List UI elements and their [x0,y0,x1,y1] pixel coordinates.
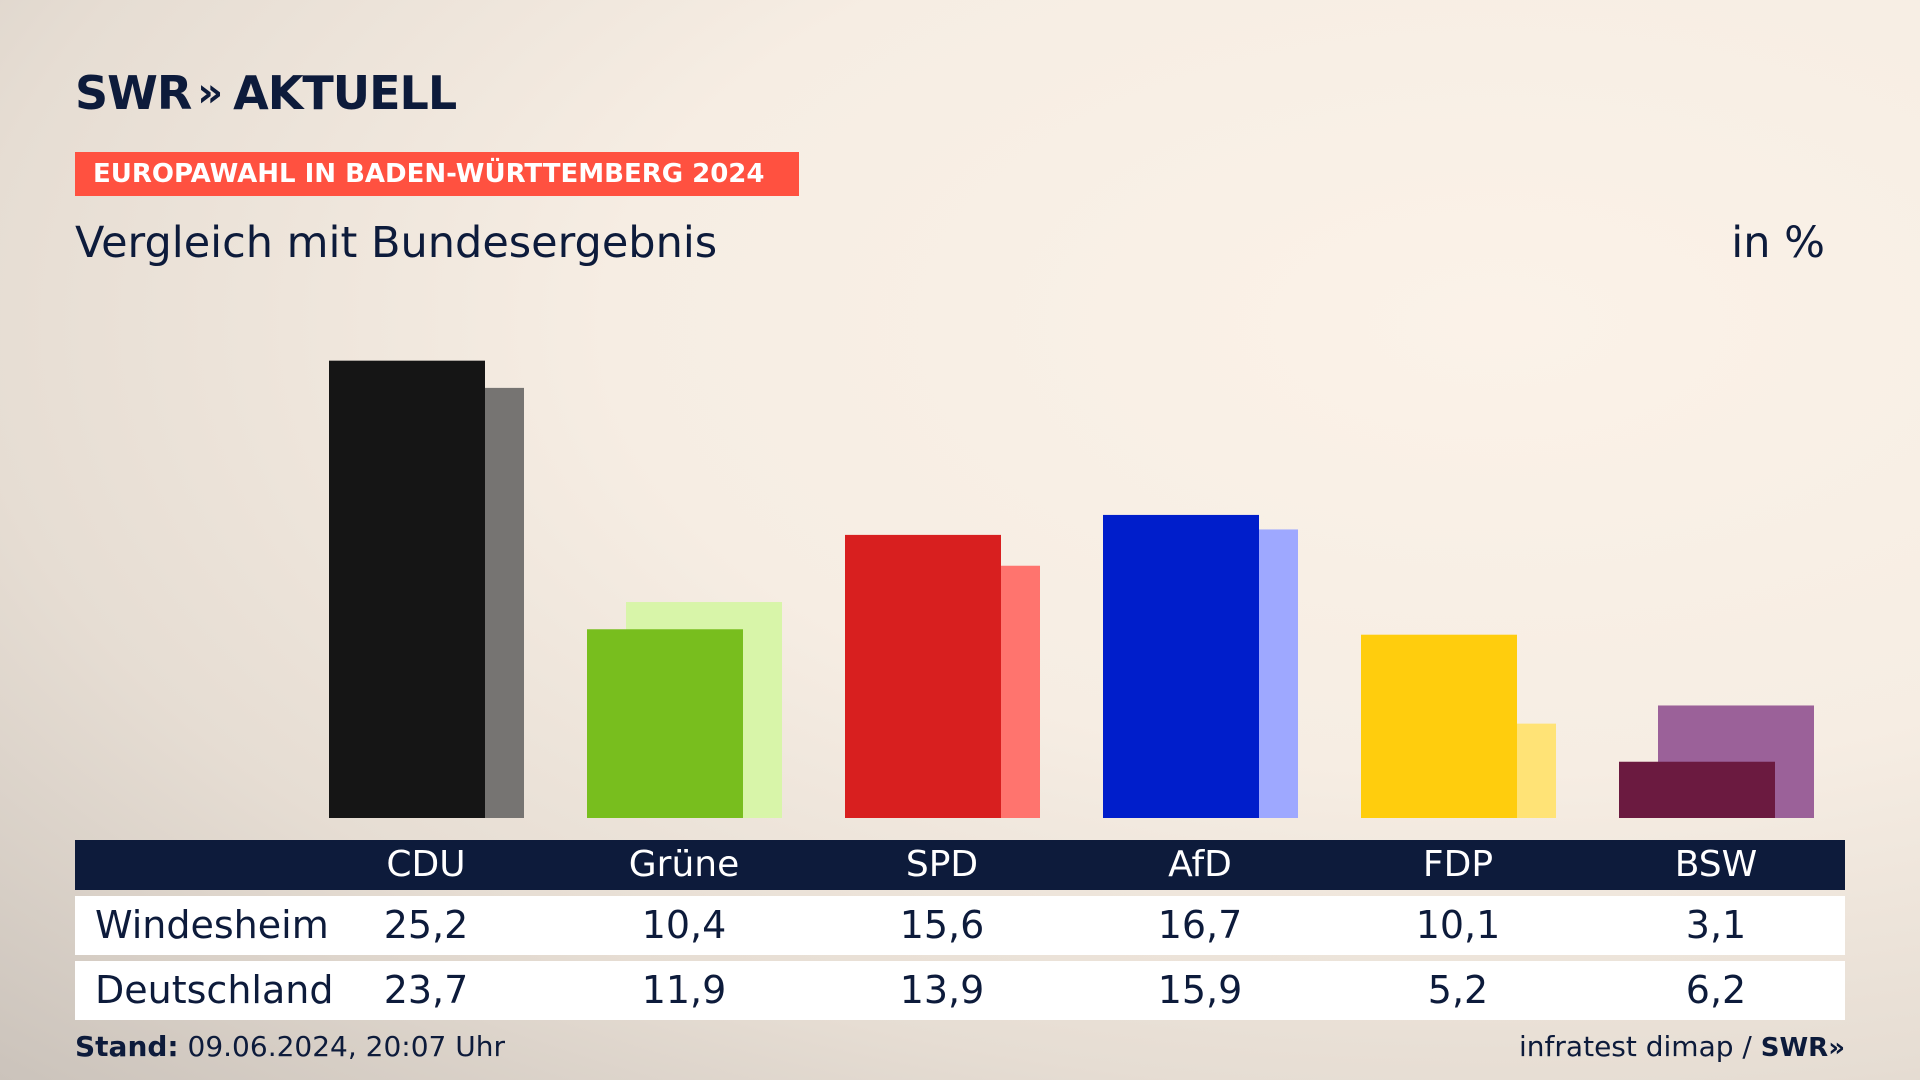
timestamp: Stand: 09.06.2024, 20:07 Uhr [75,1030,505,1063]
table-cell: 10,1 [1415,903,1501,947]
bar-windesheim-spd [845,534,1001,818]
table-cell: 10,4 [641,903,727,947]
header-cdu: CDU [386,844,466,885]
header-spd: SPD [905,844,979,885]
election-banner: EUROPAWAHL IN BADEN-WÜRTTEMBERG 2024 [75,152,799,196]
logo-swr: SWR [75,66,192,120]
header-bsw: BSW [1674,844,1758,885]
table-cell: 5,2 [1427,968,1489,1012]
chart-subtitle: Vergleich mit Bundesergebnis [75,218,718,268]
bar-windesheim-fdp [1361,634,1517,818]
unit-label: in % [1731,218,1825,268]
row-label-deutschland: Deutschland [95,968,334,1012]
row-label-windesheim: Windesheim [95,903,329,947]
table-cell: 6,2 [1685,968,1747,1012]
stand-value: 09.06.2024, 20:07 Uhr [187,1030,505,1063]
bar-chart [329,360,1814,818]
swr-aktuell-logo: SWR » AKTUELL [75,66,457,120]
logo-aktuell: AKTUELL [233,66,457,120]
bar-windesheim-cdu [329,360,485,818]
table-row: Deutschland 23,7 11,9 13,9 15,9 5,2 6,2 [75,961,1845,1020]
bar-windesheim-bsw [1619,761,1775,818]
header-afd: AfD [1168,844,1232,885]
table-cell: 11,9 [641,968,727,1012]
table-cell: 15,9 [1157,968,1243,1012]
table-cell: 13,9 [899,968,985,1012]
source-credit: infratest dimap / SWR» [1519,1030,1845,1063]
source-text: infratest dimap / [1519,1030,1752,1063]
table-cell: 3,1 [1685,903,1747,947]
header-fdp: FDP [1422,844,1494,885]
stand-label: Stand: [75,1030,179,1063]
table-cell: 16,7 [1157,903,1243,947]
table-cell: 25,2 [383,903,469,947]
swr-small-logo: SWR» [1760,1033,1845,1063]
table-cell: 23,7 [383,968,469,1012]
header-gruene: Grüne [628,844,740,885]
table-row: Windesheim 25,2 10,4 15,6 16,7 10,1 3,1 [75,896,1845,955]
table-cell: 15,6 [899,903,985,947]
results-table: CDU Grüne SPD AfD FDP BSW Windesheim 25,… [75,840,1845,1020]
bar-windesheim-grüne [587,629,743,818]
table-header: CDU Grüne SPD AfD FDP BSW [75,840,1845,890]
bar-windesheim-afd [1103,514,1259,818]
